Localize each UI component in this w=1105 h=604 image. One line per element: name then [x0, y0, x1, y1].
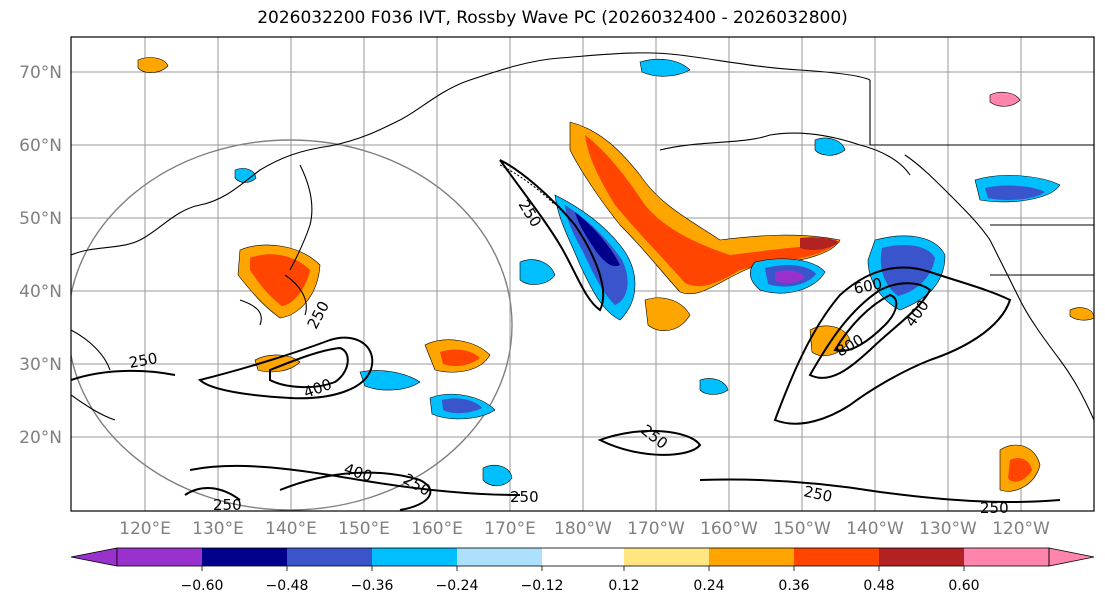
colorbar-segment — [117, 548, 202, 566]
colorbar-tick-label: −0.24 — [436, 578, 479, 594]
coastlines — [71, 52, 1094, 421]
colorbar-tick-label: −0.60 — [181, 578, 224, 594]
lat-label: 70°N — [19, 63, 62, 83]
lon-label: 130°W — [919, 519, 977, 539]
contour-label: 250 — [128, 349, 159, 372]
lon-label: 150°W — [773, 519, 831, 539]
colorbar: −0.60 −0.48 −0.36 −0.24 −0.12 0.12 0.24 … — [70, 547, 1095, 594]
colorbar-tick-label: −0.12 — [521, 578, 564, 594]
plot-frame — [70, 36, 1095, 512]
lat-label: 60°N — [19, 136, 62, 156]
colorbar-segment — [287, 548, 372, 566]
contour-label: 250 — [802, 482, 834, 506]
contour-label: 250 — [515, 197, 545, 231]
colorbar-segment — [879, 548, 964, 566]
reference-circle — [71, 139, 513, 511]
lon-label: 140°W — [846, 519, 904, 539]
colorbar-extend-low — [70, 547, 118, 567]
lon-label: 170°E — [484, 519, 536, 539]
colorbar-tick-label: −0.36 — [351, 578, 394, 594]
contour-label: 250 — [638, 421, 672, 453]
colorbar-segment — [709, 548, 794, 566]
ivt-shading — [137, 57, 1094, 492]
lon-label: 140°E — [265, 519, 317, 539]
colorbar-segment — [372, 548, 457, 566]
colorbar-tick-label: 0.36 — [778, 578, 809, 594]
lat-label: 20°N — [19, 428, 62, 448]
pc-contours — [71, 159, 1061, 511]
lon-label: 120°E — [119, 519, 171, 539]
colorbar-segment — [964, 548, 1049, 566]
lon-label: 170°W — [627, 519, 685, 539]
contour-label: 250 — [213, 496, 242, 514]
map-title: 2026032200 F036 IVT, Rossby Wave PC (202… — [257, 8, 848, 28]
colorbar-segment — [624, 548, 709, 566]
lon-label: 160°E — [411, 519, 463, 539]
colorbar-segment — [457, 548, 542, 566]
contour-label: 250 — [304, 298, 333, 332]
lon-label: 160°W — [700, 519, 758, 539]
lon-labels: 120°E 130°E 140°E 150°E 160°E 170°E 180°… — [119, 519, 1050, 539]
colorbar-tick-label: −0.48 — [266, 578, 309, 594]
lat-label: 30°N — [19, 355, 62, 375]
contour-label: 400 — [342, 460, 375, 486]
lon-label: 130°E — [192, 519, 244, 539]
colorbar-segment — [794, 548, 879, 566]
lat-labels: 70°N 60°N 50°N 40°N 30°N 20°N — [19, 63, 62, 448]
lat-label: 50°N — [19, 209, 62, 229]
contour-label: 400 — [301, 375, 334, 402]
contour-label: 600 — [852, 274, 884, 298]
contour-label: 250 — [510, 488, 539, 506]
lat-label: 40°N — [19, 282, 62, 302]
colorbar-extend-high — [1048, 547, 1095, 567]
lon-label: 150°E — [338, 519, 390, 539]
colorbar-tick-label: 0.12 — [608, 578, 639, 594]
colorbar-tick-label: 0.24 — [693, 578, 724, 594]
lon-label: 120°W — [992, 519, 1050, 539]
colorbar-segment — [202, 548, 287, 566]
lon-label: 180°W — [554, 519, 612, 539]
colorbar-tick-label: 0.48 — [863, 578, 894, 594]
colorbar-segment — [542, 548, 624, 566]
colorbar-tick-label: 0.60 — [948, 578, 979, 594]
contour-label: 250 — [980, 499, 1009, 517]
